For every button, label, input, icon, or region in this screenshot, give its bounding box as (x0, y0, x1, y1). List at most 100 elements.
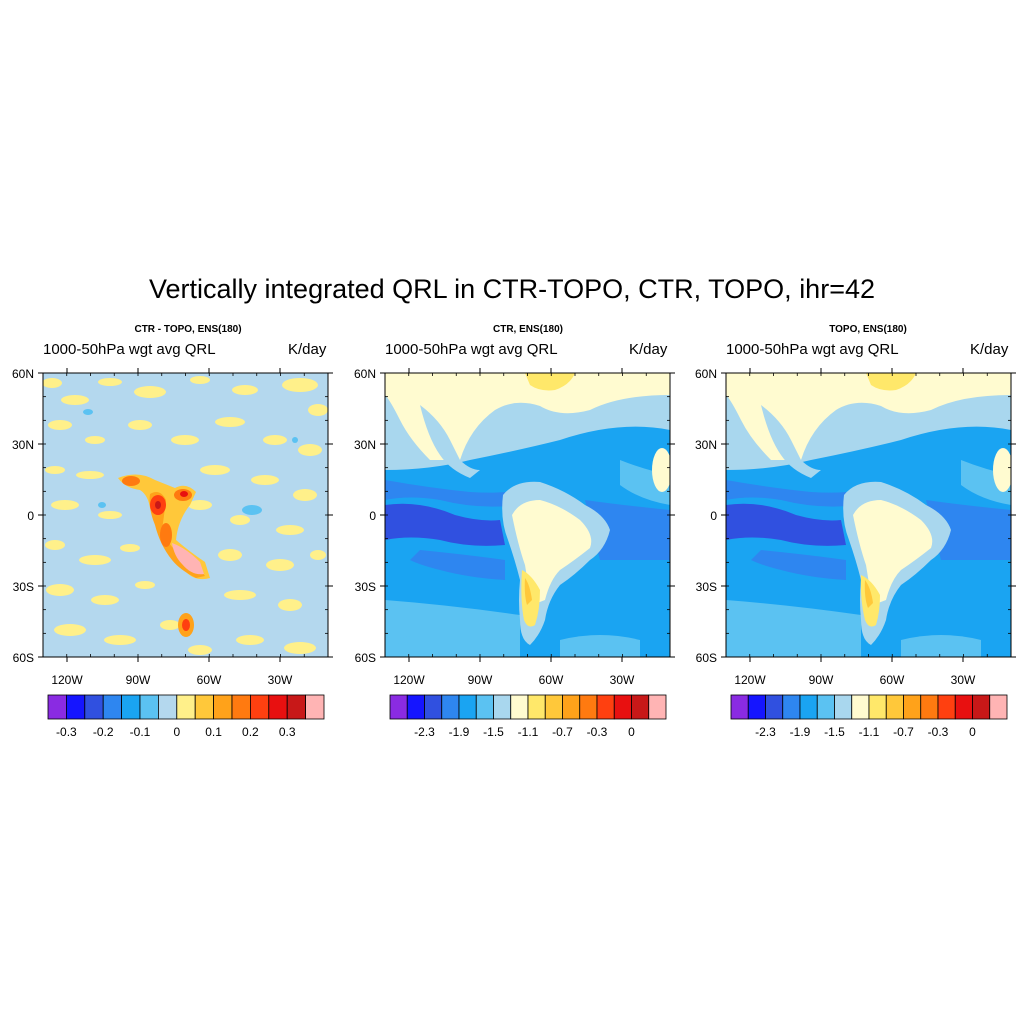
colorbar-swatch (937, 694, 956, 720)
colorbar-swatch (816, 694, 835, 720)
colorbar-swatch (510, 694, 529, 720)
units-label: K/day (970, 341, 1009, 358)
colorbar-label: -0.3 (56, 725, 77, 739)
units-label: K/day (629, 341, 668, 358)
map-frame-0: 60N 30N 0 30S 60S 120W 90W 60W 30W (12, 367, 333, 687)
colorbar-label: 0.1 (205, 725, 222, 739)
lon-tick-label: 30W (268, 673, 293, 687)
colorbar-label: -1.1 (859, 725, 880, 739)
variable-label: 1000-50hPa wgt avg QRL (726, 341, 899, 358)
colorbar-label: -1.5 (824, 725, 845, 739)
colorbar-swatch (194, 694, 214, 720)
lon-tick-label: 30W (610, 673, 635, 687)
lat-tick-label: 60S (355, 651, 376, 665)
colorbar-label: -0.1 (130, 725, 151, 739)
colorbar-swatch (851, 694, 870, 720)
colorbar-0: -0.3 -0.2 -0.1 0 0.1 0.2 0.3 (47, 694, 325, 739)
colorbar-label: -0.2 (93, 725, 114, 739)
colorbar-label: -1.1 (518, 725, 539, 739)
colorbar-swatch (441, 694, 460, 720)
colorbar-swatch (139, 694, 159, 720)
colorbars: -0.3 -0.2 -0.1 0 0.1 0.2 0.3 -2.3 -1.9 -1.5 -1.1 -0… (47, 694, 1008, 739)
panel-ctr: CTR, ENS(180) 1000-50hPa wgt avg QRL K/d… (340, 318, 680, 748)
colorbar-swatch (972, 694, 991, 720)
colorbar-swatch (475, 694, 494, 720)
colorbar-swatch (66, 694, 86, 720)
colorbar-swatch (268, 694, 288, 720)
colorbar-swatch (799, 694, 818, 720)
map-ctr-minus-topo (43, 373, 328, 657)
variable-label: 1000-50hPa wgt avg QRL (385, 341, 558, 358)
colorbar-swatch (765, 694, 784, 720)
main-title: Vertically integrated QRL in CTR-TOPO, C… (149, 274, 875, 304)
colorbar-swatch (834, 694, 853, 720)
lat-tick-label: 60N (354, 367, 376, 381)
lat-tick-label: 60S (696, 651, 717, 665)
colorbar-swatch (730, 694, 749, 720)
colorbar-swatch (231, 694, 251, 720)
colorbar-swatch (631, 694, 650, 720)
colorbar-label: 0 (628, 725, 635, 739)
lat-tick-label: 0 (27, 509, 34, 523)
colorbar-label: 0 (173, 725, 180, 739)
colorbar-label: -1.5 (483, 725, 504, 739)
lat-tick-label: 30N (12, 438, 34, 452)
colorbar-label: -2.3 (414, 725, 435, 739)
colorbar-swatch (424, 694, 443, 720)
colorbar-label: -1.9 (790, 725, 811, 739)
lon-tick-label: 120W (51, 673, 83, 687)
colorbar-swatch (286, 694, 307, 720)
colorbar-swatch (47, 694, 67, 720)
colorbar-swatch (885, 694, 904, 720)
colorbar-label: -0.3 (928, 725, 949, 739)
colorbar-swatch (249, 694, 270, 720)
lon-tick-label: 90W (126, 673, 151, 687)
lon-tick-label: 90W (468, 673, 493, 687)
colorbar-1: -2.3 -1.9 -1.5 -1.1 -0.7 -0.3 0 (389, 694, 667, 739)
colorbar-label: -0.7 (552, 725, 573, 739)
lat-tick-label: 60S (13, 651, 34, 665)
lon-tick-label: 30W (951, 673, 976, 687)
colorbar-swatch (747, 694, 766, 720)
colorbar-label: 0.2 (242, 725, 259, 739)
map-frame-1: 60N 30N 0 30S 60S 120W 90W 60W 30W (354, 367, 675, 687)
colorbar-swatch (213, 694, 233, 720)
colorbar-swatch (596, 694, 615, 720)
lon-tick-label: 60W (880, 673, 905, 687)
colorbar-swatch (305, 694, 325, 720)
colorbar-swatch (782, 694, 801, 720)
colorbar-label: -0.3 (587, 725, 608, 739)
colorbar-swatch (157, 694, 178, 720)
variable-label: 1000-50hPa wgt avg QRL (43, 341, 216, 358)
colorbar-swatch (176, 694, 196, 720)
colorbar-label: -1.9 (449, 725, 470, 739)
lat-tick-label: 0 (369, 509, 376, 523)
panel-title: CTR - TOPO, ENS(180) (134, 324, 242, 335)
colorbar-swatch (84, 694, 104, 720)
colorbar-label: -2.3 (755, 725, 776, 739)
lon-tick-label: 90W (809, 673, 834, 687)
colorbar-label: 0.3 (279, 725, 296, 739)
colorbar-swatch (406, 694, 425, 720)
colorbar-swatch (989, 694, 1008, 720)
units-label: K/day (288, 341, 327, 358)
map-topo (726, 373, 1011, 657)
panel-topo: TOPO, ENS(180) 1000-50hPa wgt avg QRL K/… (680, 318, 1020, 748)
map-frames: 60N 30N 0 30S 60S 120W 90W 60W 30W 60N 30N 0 30S 60S 1… (12, 367, 1016, 687)
colorbar-swatch (562, 694, 581, 720)
panel-title: CTR, ENS(180) (492, 324, 563, 335)
colorbar-swatch (579, 694, 598, 720)
colorbar-swatch (527, 694, 546, 720)
lat-tick-label: 30S (355, 580, 376, 594)
lon-tick-label: 60W (539, 673, 564, 687)
lat-tick-label: 30S (13, 580, 34, 594)
colorbar-swatch (954, 694, 973, 720)
lat-tick-label: 30N (695, 438, 717, 452)
colorbar-swatch (613, 694, 632, 720)
map-ctr (385, 373, 670, 657)
lon-tick-label: 120W (393, 673, 425, 687)
colorbar-swatch (102, 694, 122, 720)
lat-tick-label: 30N (354, 438, 376, 452)
colorbar-swatch (920, 694, 939, 720)
